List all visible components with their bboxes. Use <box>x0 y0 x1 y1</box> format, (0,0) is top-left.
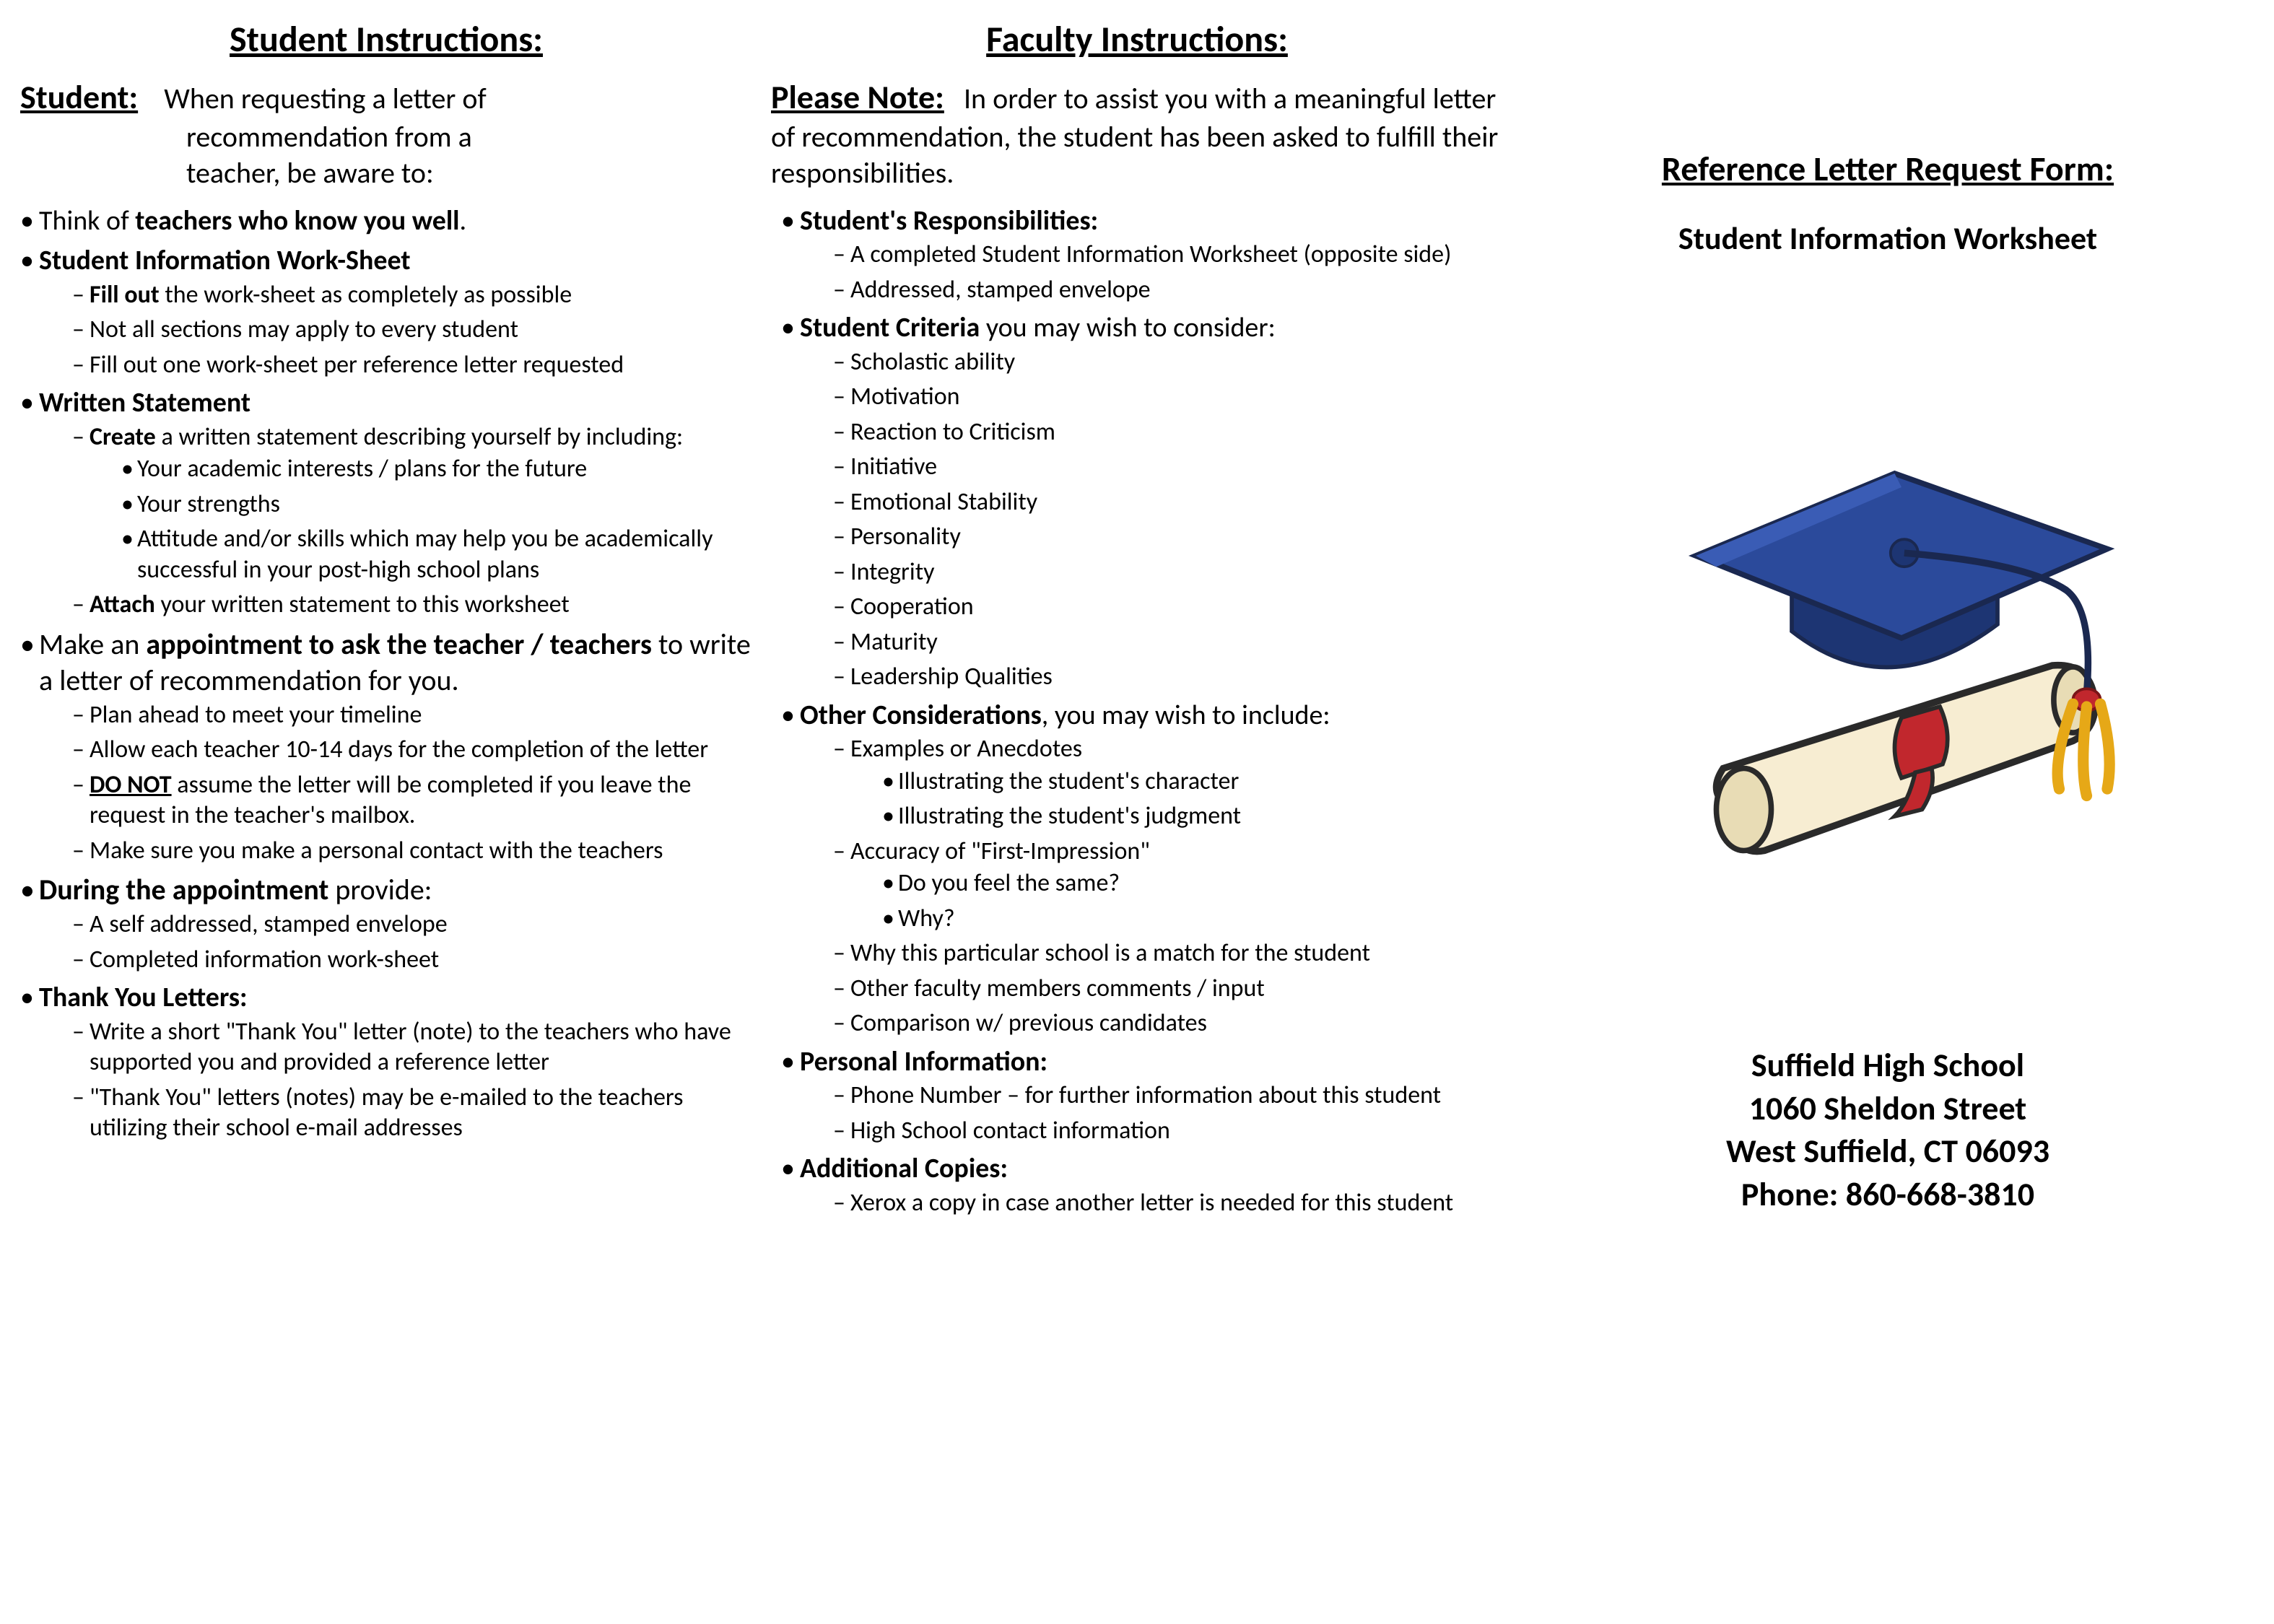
faculty-instructions-title: Faculty Instructions: <box>771 17 1503 61</box>
academic-interests: Your academic interests / plans for the … <box>121 454 752 485</box>
school-match: Why this particular school is a match fo… <box>833 938 1503 969</box>
bullet-appointment: Make an appointment to ask the teacher /… <box>20 627 752 867</box>
not-all-sections: Not all sections may apply to every stud… <box>72 315 752 346</box>
bullet-info-worksheet: Student Information Work-Sheet Fill out … <box>20 244 752 380</box>
feel-same: Do you feel the same? <box>882 868 1503 899</box>
emotional: Emotional Stability <box>833 487 1503 518</box>
faculty-lead-label: Please Note: <box>771 77 944 118</box>
during-sub: A self addressed, stamped envelope Compl… <box>72 909 752 975</box>
student-lead-text-1: When requesting a letter of <box>164 81 486 116</box>
fill-out: Fill out the work-sheet as completely as… <box>72 280 752 311</box>
completed-ws: Completed information work-sheet <box>72 945 752 976</box>
first-impression: Accuracy of "First-Impression" Do you fe… <box>833 837 1503 935</box>
personal-sub: Phone Number – for further information a… <box>833 1081 1503 1146</box>
why: Why? <box>882 904 1503 935</box>
other-faculty: Other faculty members comments / input <box>833 974 1503 1005</box>
create-statement: Create a written statement describing yo… <box>72 422 752 586</box>
reaction: Reaction to Criticism <box>833 417 1503 448</box>
other-sub: Examples or Anecdotes Illustrating the s… <box>833 734 1503 1039</box>
examples-sub: Illustrating the student's character Ill… <box>882 767 1503 832</box>
cover-column: Reference Letter Request Form: Student I… <box>1522 17 2254 1224</box>
judgment: Illustrating the student's judgment <box>882 801 1503 832</box>
reference-form-subtitle: Student Information Worksheet <box>1522 219 2254 258</box>
xerox: Xerox a copy in case another letter is n… <box>833 1188 1503 1219</box>
faculty-bullets: Student's Responsibilities: A completed … <box>781 204 1503 1219</box>
bullet-during-appointment: During the appointment provide: A self a… <box>20 872 752 975</box>
integrity: Integrity <box>833 557 1503 588</box>
student-lead: Student: When requesting a letter of rec… <box>20 77 752 191</box>
bullet-additional-copies: Additional Copies: Xerox a copy in case … <box>781 1152 1503 1218</box>
plan-ahead: Plan ahead to meet your timeline <box>72 700 752 731</box>
written-statement-sub: Create a written statement describing yo… <box>72 422 752 621</box>
responsibilities-sub: A completed Student Information Workshee… <box>833 240 1503 305</box>
bullet-thank-you: Thank You Letters: Write a short "Thank … <box>20 981 752 1144</box>
character: Illustrating the student's character <box>882 767 1503 798</box>
create-statement-sub: Your academic interests / plans for the … <box>121 454 752 585</box>
comparison: Comparison w/ previous candidates <box>833 1008 1503 1039</box>
personal-contact: Make sure you make a personal contact wi… <box>72 836 752 867</box>
thank-you-sub: Write a short "Thank You" letter (note) … <box>72 1017 752 1144</box>
student-instructions-title: Student Instructions: <box>20 17 752 61</box>
graduation-illustration <box>1522 301 2254 1030</box>
copies-sub: Xerox a copy in case another letter is n… <box>833 1188 1503 1219</box>
envelope: A self addressed, stamped envelope <box>72 909 752 940</box>
maturity: Maturity <box>833 627 1503 658</box>
student-instructions-column: Student Instructions: Student: When requ… <box>20 17 752 1224</box>
faculty-lead: Please Note: In order to assist you with… <box>771 77 1503 191</box>
criteria-sub: Scholastic ability Motivation Reaction t… <box>833 347 1503 693</box>
school-info: Suffield High School 1060 Sheldon Street… <box>1522 1044 2254 1217</box>
one-per-letter: Fill out one work-sheet per reference le… <box>72 350 752 381</box>
completed-worksheet: A completed Student Information Workshee… <box>833 240 1503 271</box>
appointment-sub: Plan ahead to meet your timeline Allow e… <box>72 700 752 867</box>
student-lead-text-2: recommendation from a <box>186 119 752 155</box>
faculty-instructions-column: Faculty Instructions: Please Note: In or… <box>771 17 1503 1224</box>
thank-you-letter: Write a short "Thank You" letter (note) … <box>72 1017 752 1078</box>
school-city: West Suffield, CT 06093 <box>1522 1130 2254 1174</box>
info-worksheet-sub: Fill out the work-sheet as completely as… <box>72 280 752 381</box>
student-lead-text-3: teacher, be aware to: <box>186 155 752 191</box>
attitude-skills: Attitude and/or skills which may help yo… <box>121 524 752 585</box>
trifold-page: Student Instructions: Student: When requ… <box>20 17 2254 1224</box>
student-lead-label: Student: <box>20 77 138 118</box>
graduation-cap-diploma-icon <box>1613 391 2162 940</box>
allow-days: Allow each teacher 10-14 days for the co… <box>72 735 752 766</box>
school-street: 1060 Sheldon Street <box>1522 1088 2254 1131</box>
bullet-student-responsibilities: Student's Responsibilities: A completed … <box>781 204 1503 306</box>
hs-contact: High School contact information <box>833 1116 1503 1147</box>
bullet-written-statement: Written Statement Create a written state… <box>20 386 752 621</box>
addressed-envelope: Addressed, stamped envelope <box>833 275 1503 306</box>
initiative: Initiative <box>833 452 1503 483</box>
scholastic: Scholastic ability <box>833 347 1503 378</box>
leadership: Leadership Qualities <box>833 662 1503 693</box>
bullet-teachers-know-you: Think of teachers who know you well. <box>20 204 752 239</box>
personality: Personality <box>833 522 1503 553</box>
cooperation: Cooperation <box>833 592 1503 623</box>
examples: Examples or Anecdotes Illustrating the s… <box>833 734 1503 832</box>
bullet-other-considerations: Other Considerations, you may wish to in… <box>781 699 1503 1039</box>
motivation: Motivation <box>833 382 1503 413</box>
attach-statement: Attach your written statement to this wo… <box>72 590 752 621</box>
first-impression-sub: Do you feel the same? Why? <box>882 868 1503 934</box>
thank-you-email: "Thank You" letters (notes) may be e-mai… <box>72 1083 752 1144</box>
reference-form-title: Reference Letter Request Form: <box>1522 147 2254 190</box>
school-name: Suffield High School <box>1522 1044 2254 1088</box>
bullet-student-criteria: Student Criteria you may wish to conside… <box>781 311 1503 693</box>
do-not-assume: DO NOT assume the letter will be complet… <box>72 770 752 831</box>
phone-number: Phone Number – for further information a… <box>833 1081 1503 1112</box>
bullet-personal-info: Personal Information: Phone Number – for… <box>781 1045 1503 1147</box>
strengths: Your strengths <box>121 489 752 520</box>
student-bullets: Think of teachers who know you well. Stu… <box>20 204 752 1144</box>
school-phone: Phone: 860-668-3810 <box>1522 1174 2254 1217</box>
